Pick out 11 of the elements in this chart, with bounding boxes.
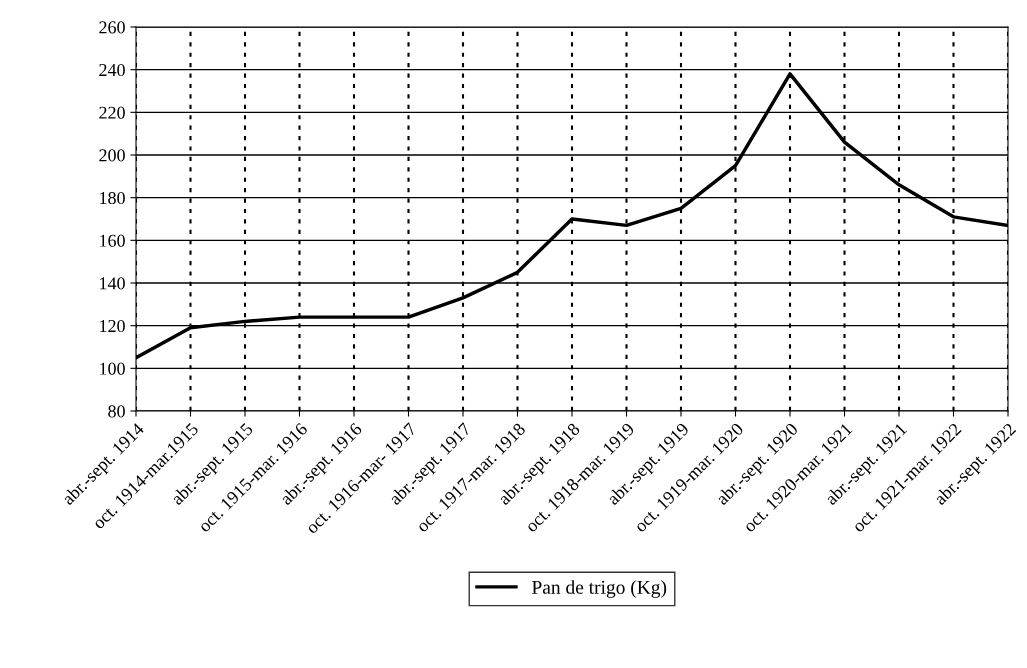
y-tick-label: 160 (100, 234, 125, 247)
y-tick-label: 260 (99, 21, 125, 34)
y-tick-label: 180 (100, 191, 125, 205)
y-tick-label: 240 (99, 63, 125, 77)
y-tick-label: 120 (100, 319, 125, 333)
y-tick-label: 200 (99, 149, 125, 162)
y-tick-label: 140 (100, 277, 125, 290)
y-tick-label: 220 (99, 106, 125, 119)
y-tick-label: 100 (100, 362, 125, 375)
legend-label: Pan de trigo (Kg) (532, 580, 667, 598)
y-tick-label: 80 (108, 405, 125, 418)
